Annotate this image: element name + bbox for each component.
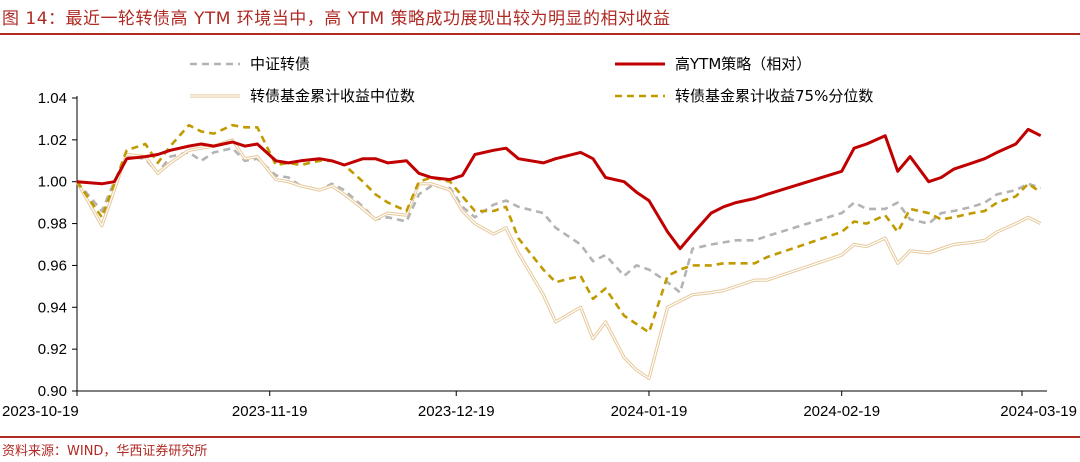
series-line-2 [76,127,1042,251]
y-tick-label: 1.00 [38,174,67,191]
chart-legend: 中证转债 高YTM策略（相对） 转债基金累计收益中位数 转债基金累计收益75%分位数 [190,55,873,105]
x-tick-label: 2023-12-19 [418,403,495,420]
y-tick-label: 0.90 [38,383,67,400]
y-tick-label: 1.02 [38,132,67,149]
series-line-4 [75,123,1042,334]
x-tick-label: 2023-11-19 [232,403,308,420]
x-tick-label: 2024-01-19 [611,403,688,420]
y-tick-label: 0.96 [38,257,67,274]
title-rule [0,33,1080,35]
figure-title: 图 14：最近一轮转债高 YTM 环境当中，高 YTM 策略成功展现出较为明显的… [2,9,671,29]
series-line-3-inner [76,139,1041,379]
legend-label: 转债基金累计收益中位数 [250,87,415,105]
legend-label: 转债基金累计收益75%分位数 [675,87,873,105]
chart-axes: 0.90 0.92 0.94 0.96 0.98 1.00 1.02 1.04 2023-10-… [2,90,1077,420]
x-tick-label: 2023-10-19 [2,403,79,420]
legend-label: 高YTM策略（相对） [675,55,811,73]
y-tick-label: 0.98 [38,216,67,233]
source-rule [0,436,1080,438]
chart-series [75,123,1042,380]
source-note: 资料来源：WIND，华西证券研究所 [2,444,208,459]
x-tick-label: 2024-02-19 [803,403,880,420]
y-tick-label: 1.04 [38,90,67,107]
legend-label: 中证转债 [250,55,310,73]
y-tick-label: 0.92 [38,341,67,358]
x-tick-label: 2024-03-19 [1000,403,1077,420]
series-line-1 [76,146,1042,294]
y-tick-label: 0.94 [38,299,67,316]
